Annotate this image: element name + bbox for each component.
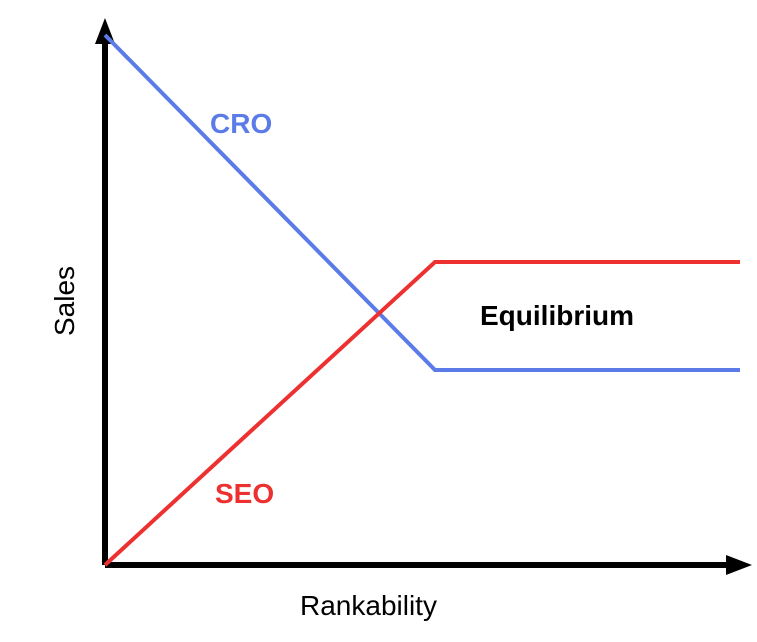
x-axis-label: Rankability — [300, 590, 437, 622]
x-axis-arrow — [726, 555, 752, 575]
chart-container: Sales Rankability CRO SEO Equilibrium — [0, 0, 757, 637]
seo-label: SEO — [215, 478, 274, 510]
equilibrium-label: Equilibrium — [480, 300, 634, 332]
cro-line — [105, 35, 740, 370]
chart-svg — [0, 0, 757, 637]
seo-line — [105, 262, 740, 565]
cro-label: CRO — [210, 108, 272, 140]
y-axis-label: Sales — [49, 266, 81, 336]
